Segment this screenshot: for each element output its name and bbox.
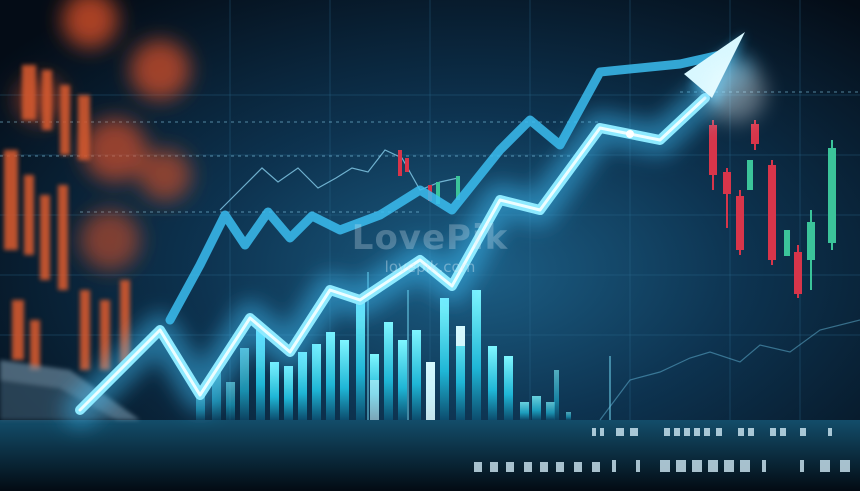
watermark-url: lovepik.com bbox=[384, 258, 476, 276]
orange-bokeh bbox=[16, 0, 191, 270]
glow-dot bbox=[626, 130, 634, 138]
right-candlesticks bbox=[709, 120, 836, 298]
growth-arrow-back-ribbon bbox=[165, 50, 725, 325]
left-candles bbox=[4, 65, 130, 370]
watermark-logo: LovePik bbox=[351, 218, 509, 258]
lens-flare bbox=[705, 62, 765, 122]
faint-line-chart bbox=[599, 319, 860, 421]
bar-highlights bbox=[370, 326, 465, 420]
secondary-line-chart bbox=[219, 149, 459, 211]
ticker-strip bbox=[474, 428, 850, 472]
floor bbox=[0, 420, 860, 491]
arrow-head-core bbox=[684, 32, 745, 98]
growth-arrow-core bbox=[78, 96, 707, 412]
grid-lines bbox=[0, 0, 860, 420]
